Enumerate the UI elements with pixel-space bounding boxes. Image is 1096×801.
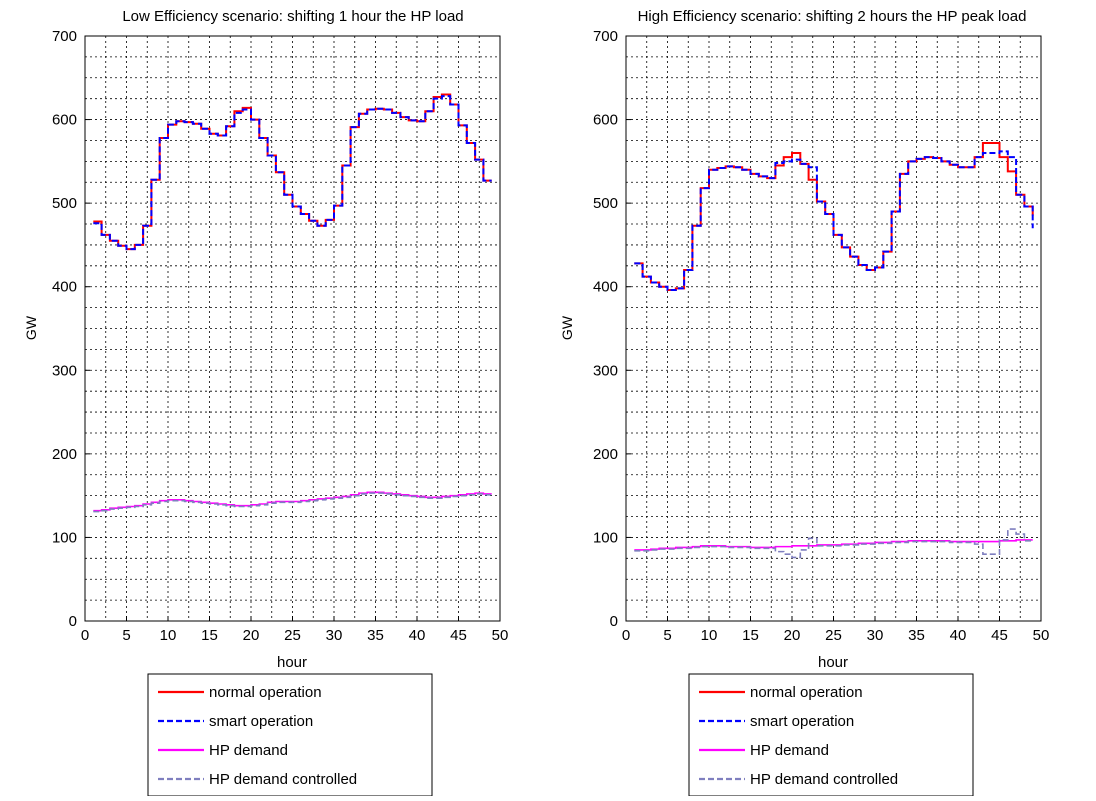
plot-frame xyxy=(84,35,501,622)
series-hp-demand xyxy=(634,539,1033,551)
y-tick-label: 100 xyxy=(593,529,618,546)
plot-frame xyxy=(625,35,1042,622)
legend-box xyxy=(688,673,974,797)
legend-label: HP demand xyxy=(209,742,288,759)
x-axis-label: hour xyxy=(277,654,307,671)
x-tick-label: 40 xyxy=(409,627,426,644)
x-tick-label: 35 xyxy=(908,627,925,644)
y-tick-label: 500 xyxy=(52,195,77,212)
axis-ticks: 0 5 10 15 20 25 30 35 40 45 5001002003004005006007… xyxy=(593,28,1049,644)
axis-ticks: 0 5 10 15 20 25 30 35 40 45 5001002003004005006007… xyxy=(52,28,508,644)
x-tick-label: 5 xyxy=(122,627,130,644)
legend-label: smart operation xyxy=(209,713,313,730)
x-tick-label: 10 xyxy=(701,627,718,644)
chart-title: High Efficiency scenario: shifting 2 hou… xyxy=(638,8,1027,25)
x-tick-label: 30 xyxy=(326,627,343,644)
legend-label: normal operation xyxy=(209,684,322,701)
x-tick-label: 20 xyxy=(243,627,260,644)
y-tick-label: 300 xyxy=(52,362,77,379)
legend-label: smart operation xyxy=(750,713,854,730)
series-smart-operation xyxy=(634,150,1034,292)
series-hp-demand xyxy=(93,491,492,512)
x-tick-label: 15 xyxy=(201,627,218,644)
x-tick-label: 35 xyxy=(367,627,384,644)
x-tick-label: 0 xyxy=(622,627,630,644)
y-tick-label: 0 xyxy=(69,613,77,630)
x-tick-label: 45 xyxy=(450,627,467,644)
y-axis-label: GW xyxy=(559,315,575,340)
chart-low-efficiency: Low Efficiency scenario: shifting 1 hour… xyxy=(23,8,508,797)
legend: normal operation smart operation HP demand… xyxy=(147,673,433,797)
y-tick-label: 400 xyxy=(593,279,618,296)
y-tick-label: 500 xyxy=(593,195,618,212)
chart-title: Low Efficiency scenario: shifting 1 hour… xyxy=(122,8,463,25)
y-tick-label: 100 xyxy=(52,529,77,546)
x-tick-label: 0 xyxy=(81,627,89,644)
x-axis-label: hour xyxy=(818,654,848,671)
y-tick-label: 700 xyxy=(52,28,77,45)
x-tick-label: 25 xyxy=(284,627,301,644)
x-tick-label: 50 xyxy=(492,627,509,644)
legend-label: HP demand controlled xyxy=(209,771,357,788)
legend-label: HP demand xyxy=(750,742,829,759)
series-hp-demand-controlled xyxy=(93,492,492,513)
series-group xyxy=(93,93,492,513)
x-tick-label: 30 xyxy=(867,627,884,644)
legend-label: HP demand controlled xyxy=(750,771,898,788)
series-hp-demand-controlled xyxy=(634,528,1033,559)
y-tick-label: 200 xyxy=(52,446,77,463)
y-tick-label: 400 xyxy=(52,279,77,296)
x-tick-label: 40 xyxy=(950,627,967,644)
y-tick-label: 600 xyxy=(52,112,77,129)
x-tick-label: 20 xyxy=(784,627,801,644)
y-tick-label: 600 xyxy=(593,112,618,129)
legend-box xyxy=(147,673,433,797)
chart-high-efficiency: High Efficiency scenario: shifting 2 hou… xyxy=(559,8,1049,797)
legend-label: normal operation xyxy=(750,684,863,701)
x-tick-label: 15 xyxy=(742,627,759,644)
series-normal-operation xyxy=(93,93,492,251)
grid xyxy=(85,36,500,621)
y-tick-label: 700 xyxy=(593,28,618,45)
x-tick-label: 5 xyxy=(663,627,671,644)
legend: normal operation smart operation HP demand… xyxy=(688,673,974,797)
y-tick-label: 300 xyxy=(593,362,618,379)
y-tick-label: 200 xyxy=(593,446,618,463)
series-group xyxy=(634,141,1034,559)
grid xyxy=(626,36,1041,621)
x-tick-label: 50 xyxy=(1033,627,1050,644)
x-tick-label: 10 xyxy=(160,627,177,644)
x-tick-label: 45 xyxy=(991,627,1008,644)
x-tick-label: 25 xyxy=(825,627,842,644)
y-axis-label: GW xyxy=(23,315,39,340)
y-tick-label: 0 xyxy=(610,613,618,630)
